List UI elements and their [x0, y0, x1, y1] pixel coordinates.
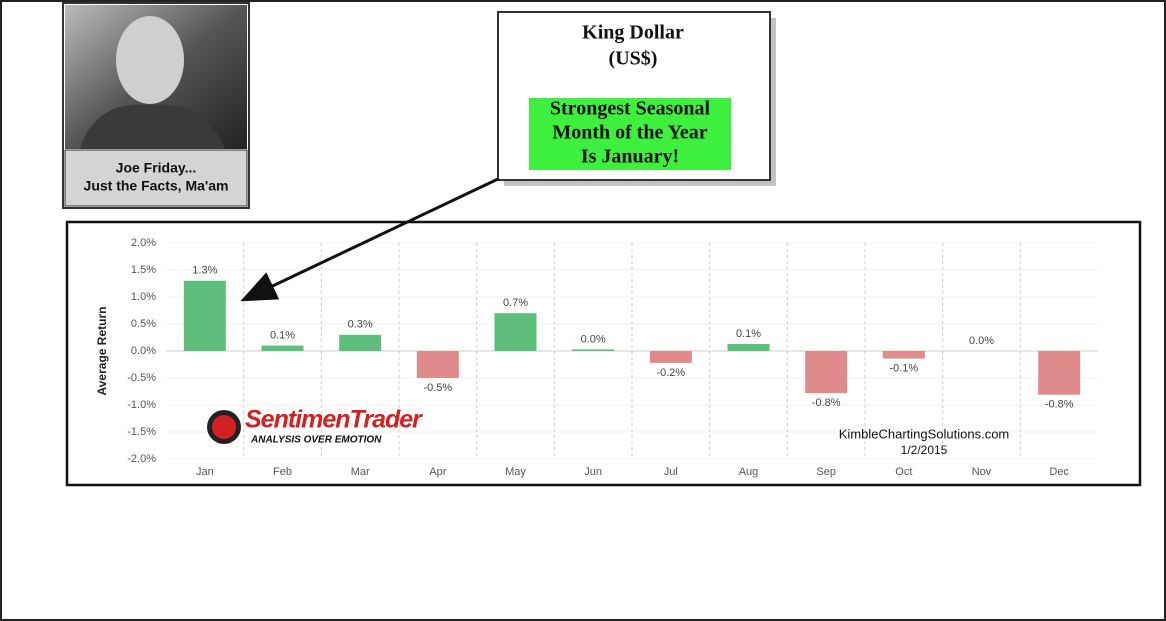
bar — [882, 351, 925, 359]
bar — [727, 343, 770, 351]
x-tick-label: Mar — [351, 466, 370, 478]
callout-title: (US$) — [609, 48, 658, 70]
arrow — [240, 177, 499, 302]
date: 1/2/2015 — [901, 443, 948, 457]
bar — [494, 313, 537, 351]
bar — [416, 351, 459, 378]
value-label: 0.0% — [969, 335, 994, 347]
x-tick-label: May — [505, 466, 526, 478]
value-label: 1.3% — [192, 265, 217, 277]
chart-frame — [65, 220, 1142, 487]
bar — [572, 349, 615, 351]
caption-line: Joe Friday... — [116, 160, 197, 176]
value-label: -0.8% — [812, 397, 841, 409]
y-tick-label: 2.0% — [131, 237, 156, 249]
y-tick-label: 1.0% — [131, 291, 156, 303]
highlight-text: Strongest Seasonal — [550, 98, 711, 120]
y-tick-label: -1.0% — [127, 399, 156, 411]
x-tick-label: Apr — [429, 466, 446, 478]
caption-line: Just the Facts, Ma'am — [84, 178, 229, 194]
photo-suit — [80, 104, 225, 149]
x-tick-label: Jul — [664, 466, 678, 478]
y-tick-label: 0.5% — [131, 318, 156, 330]
value-label: -0.1% — [889, 362, 918, 374]
value-label: 0.7% — [503, 297, 528, 309]
bar — [805, 351, 848, 394]
callout-title: King Dollar — [582, 22, 684, 44]
caption-box — [64, 149, 248, 207]
x-tick-label: Oct — [895, 466, 912, 478]
highlight-text: Is January! — [581, 146, 679, 168]
logo-brand: SentimenTrader — [245, 406, 423, 434]
highlight-text: Month of the Year — [552, 122, 707, 144]
value-label: -0.2% — [656, 367, 685, 379]
bar — [339, 334, 382, 351]
value-label: 0.3% — [348, 319, 373, 331]
x-tick-label: Jun — [584, 466, 602, 478]
bar — [261, 345, 304, 351]
plot: -2.0% -1.5% -1.0% -0.5% 0.0% 0.5% 1.0% 1.5% 2.0%… — [127, 237, 1098, 478]
x-tick-label: Sep — [816, 466, 836, 478]
bar — [1038, 351, 1081, 395]
bar — [649, 351, 692, 363]
value-label: 0.0% — [581, 333, 606, 345]
value-label: -0.5% — [423, 382, 452, 394]
logo-core — [212, 415, 236, 439]
x-tick-label: Aug — [739, 466, 759, 478]
x-tick-label: Nov — [972, 466, 992, 478]
y-tick-label: 1.5% — [131, 264, 156, 276]
x-tick-label: Dec — [1049, 466, 1069, 478]
y-tick-label: -2.0% — [127, 453, 156, 465]
x-tick-label: Feb — [273, 466, 292, 478]
source: KimbleChartingSolutions.com — [839, 426, 1010, 441]
y-tick-label: 0.0% — [131, 345, 156, 357]
x-tick-label: Jan — [196, 466, 214, 478]
y-tick-label: -0.5% — [127, 372, 156, 384]
y-axis-label: Average Return — [95, 307, 109, 396]
value-label: 0.1% — [736, 328, 761, 340]
value-label: -0.8% — [1045, 399, 1074, 411]
bar — [183, 280, 226, 351]
highlight-box — [529, 98, 731, 170]
y-tick-label: -1.5% — [127, 426, 156, 438]
logo-tagline: ANALYSIS OVER EMOTION — [250, 435, 382, 446]
photo-face — [116, 16, 184, 104]
value-label: 0.1% — [270, 330, 295, 342]
